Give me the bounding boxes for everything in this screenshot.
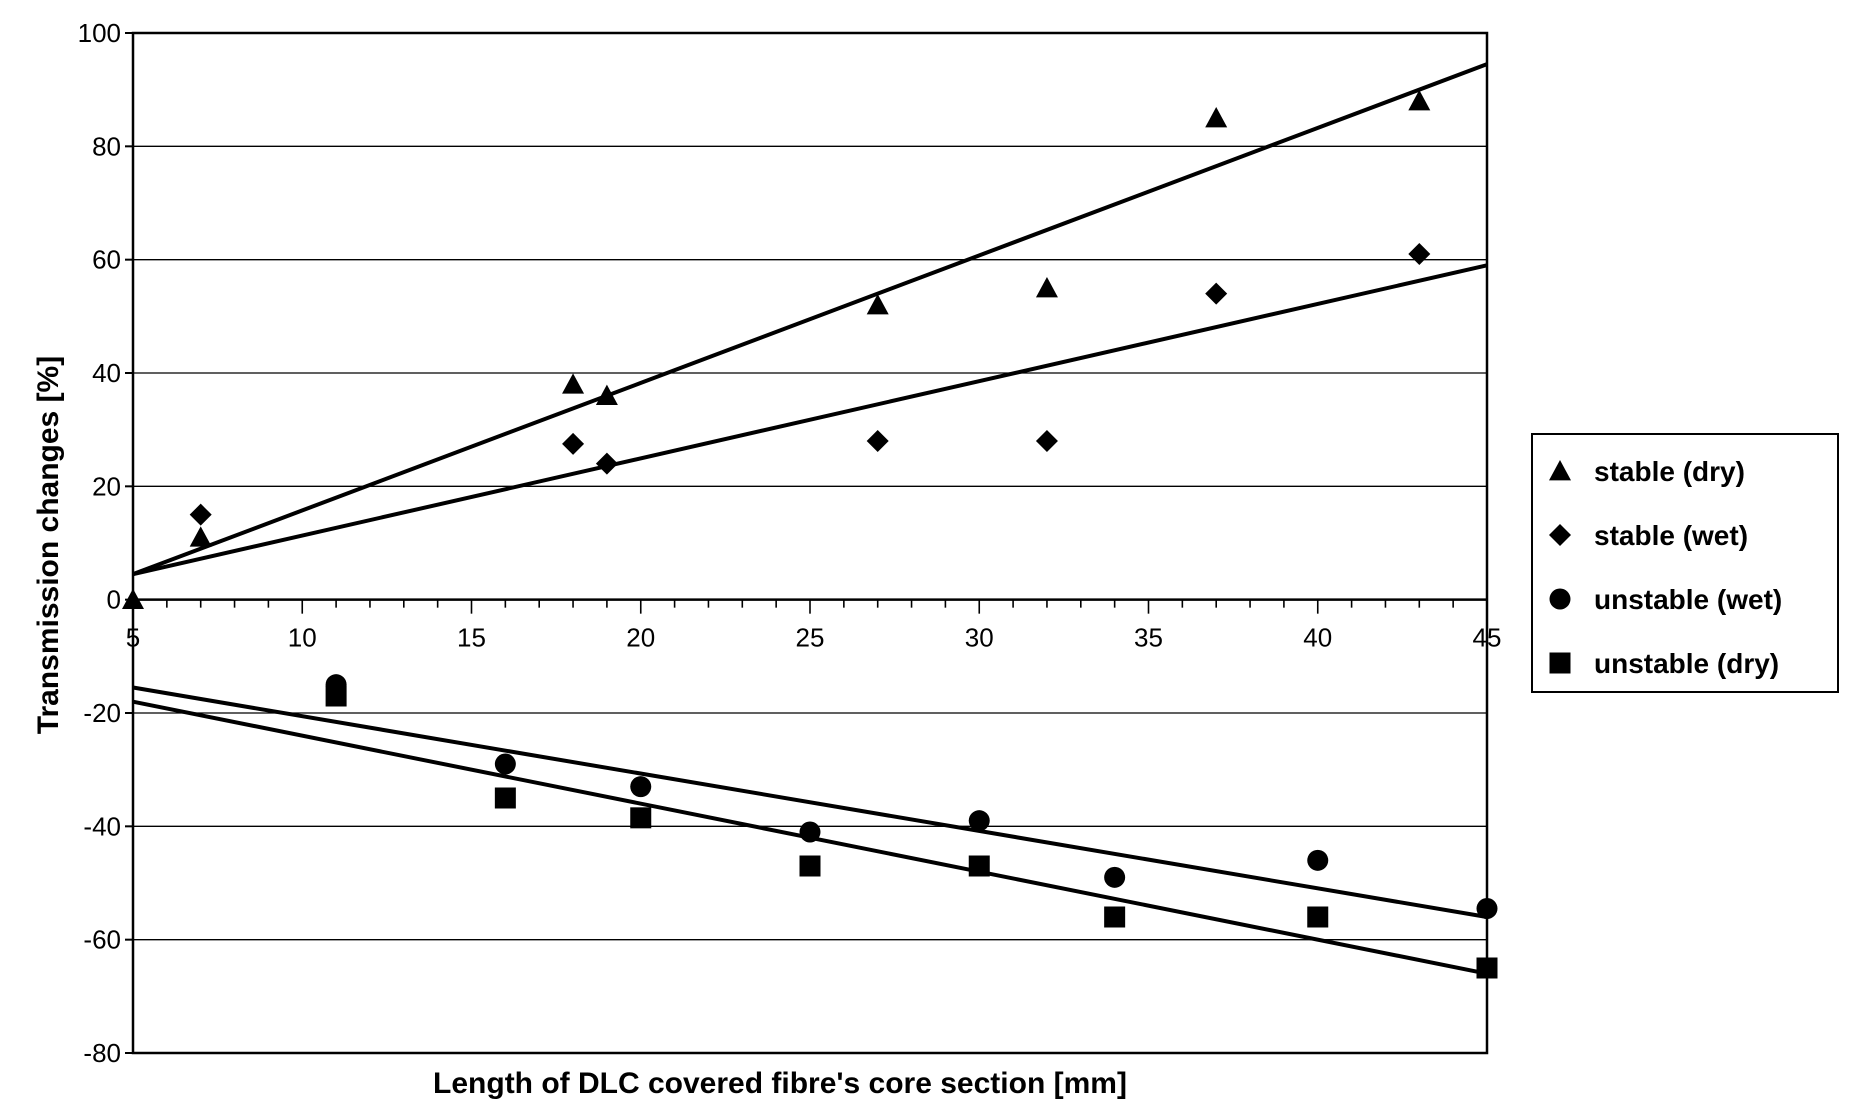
- data-point-square: [325, 685, 347, 707]
- data-point-diamond: [562, 432, 585, 455]
- y-tick-label: 80: [92, 131, 121, 161]
- x-tick-label: 45: [1473, 623, 1502, 653]
- data-point-square: [1476, 957, 1498, 979]
- y-tick-label: 40: [92, 358, 121, 388]
- trendline-stable-wet: [132, 263, 1488, 577]
- y-tick-label: 60: [92, 245, 121, 275]
- data-point-triangle: [189, 526, 212, 547]
- legend-marker-diamond: [1549, 524, 1571, 546]
- y-tick-label: 100: [78, 18, 121, 48]
- data-point-circle: [494, 753, 516, 775]
- legend-marker-triangle: [1549, 460, 1571, 481]
- legend-box: [1531, 433, 1839, 693]
- data-point-square: [799, 855, 821, 877]
- trendline-stable-dry: [132, 62, 1488, 577]
- trendline-unstable-wet: [132, 685, 1488, 919]
- data-point-triangle: [1408, 90, 1431, 111]
- y-tick-label: -80: [83, 1038, 121, 1068]
- data-point-square: [1104, 906, 1126, 928]
- y-tick-label: -20: [83, 698, 121, 728]
- legend-marker-square: [1549, 652, 1571, 674]
- data-point-diamond: [189, 503, 212, 526]
- data-point-triangle: [1035, 277, 1058, 298]
- data-point-square: [968, 855, 990, 877]
- y-axis-title: Transmission changes [%]: [32, 356, 65, 734]
- x-axis-title: Length of DLC covered fibre's core secti…: [433, 1067, 1127, 1100]
- data-point-square: [630, 807, 652, 829]
- legend-marker-circle: [1549, 588, 1571, 610]
- y-tick-label: -40: [83, 811, 121, 841]
- legend-label: stable (dry): [1594, 456, 1745, 487]
- data-points: [122, 90, 1498, 979]
- data-point-circle: [1476, 898, 1498, 919]
- y-tick-label: -60: [83, 925, 121, 955]
- data-point-diamond: [1205, 282, 1228, 305]
- data-point-circle: [799, 821, 821, 843]
- data-point-circle: [630, 776, 652, 798]
- y-tick-label: 20: [92, 471, 121, 501]
- x-tick-label: 30: [965, 623, 994, 653]
- x-tick-label: 40: [1303, 623, 1332, 653]
- y-tick-label: 0: [107, 585, 121, 615]
- legend-label: unstable (dry): [1594, 648, 1779, 679]
- legend-label: unstable (wet): [1594, 584, 1782, 615]
- x-tick-label: 5: [126, 623, 140, 653]
- data-point-triangle: [595, 384, 618, 406]
- grid-layer: [133, 145, 1487, 941]
- data-point-circle: [1104, 866, 1126, 888]
- data-point-triangle: [562, 373, 585, 394]
- data-point-square: [1307, 906, 1329, 928]
- x-tick-label: 10: [288, 623, 317, 653]
- data-point-diamond: [595, 452, 618, 475]
- axes: [131, 31, 1489, 1055]
- ticks: 100 80 60 40 20 0 -20 -40 -60 -80 5 10 15 20 25 30 35 40 4…: [78, 18, 1502, 1068]
- data-point-diamond: [866, 430, 889, 452]
- data-point-triangle: [866, 294, 889, 315]
- x-tick-label: 20: [626, 623, 655, 653]
- plot-frame: [131, 31, 1489, 1055]
- legend: stable (dry) stable (wet) unstable (wet) un…: [1531, 433, 1839, 693]
- data-point-square: [494, 787, 516, 809]
- legend-label: stable (wet): [1594, 520, 1748, 551]
- data-point-diamond: [1035, 430, 1058, 452]
- x-tick-label: 15: [457, 623, 486, 653]
- data-point-diamond: [1408, 243, 1431, 265]
- x-tick-label: 35: [1134, 623, 1163, 653]
- data-point-circle: [968, 810, 990, 832]
- data-point-circle: [1307, 849, 1329, 871]
- data-point-triangle: [1205, 107, 1228, 128]
- x-tick-label: 25: [796, 623, 825, 653]
- data-point-triangle: [122, 588, 144, 610]
